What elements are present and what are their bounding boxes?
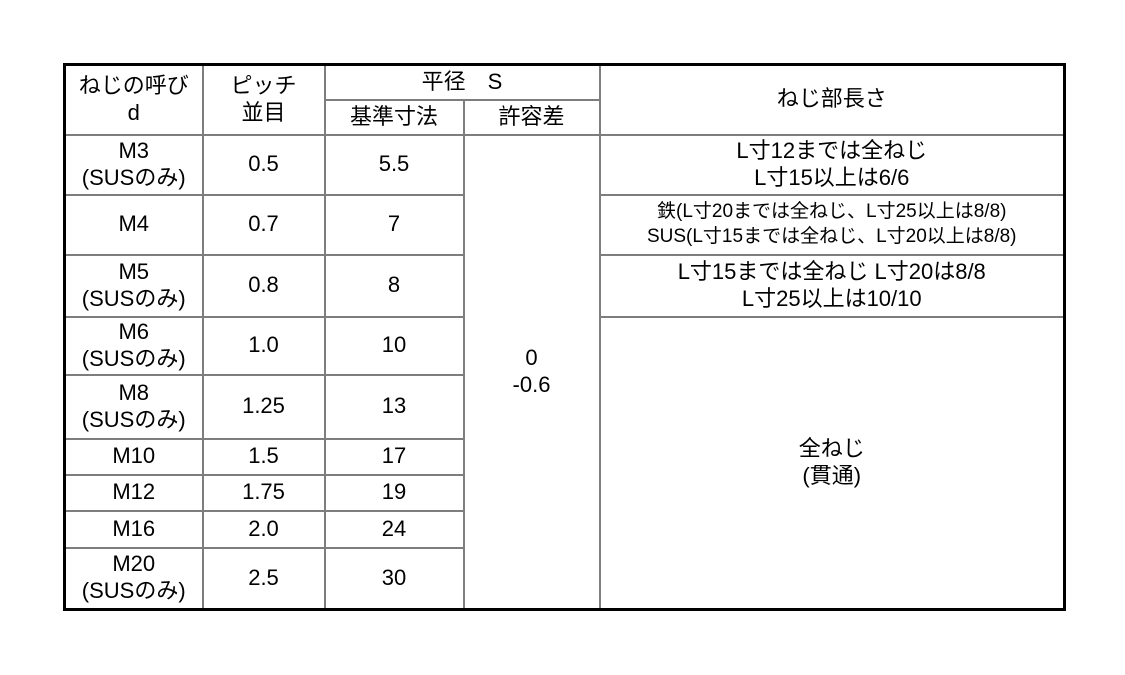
cell-m12-name: M12 xyxy=(63,473,204,512)
header-width-s-label: 平径 S xyxy=(323,63,601,101)
cell-m10-pitch: 1.5 xyxy=(201,437,326,476)
cell-m6-basic: 10 xyxy=(323,315,465,376)
cell-m5-pitch: 0.8 xyxy=(201,253,326,318)
screw-spec-table: ねじの呼び d ピッチ 並目 平径 S ねじ部長さ 基準寸法 許容差 M3 (S… xyxy=(63,63,1066,611)
cell-m6-pitch: 1.0 xyxy=(201,315,326,376)
cell-m8-pitch: 1.25 xyxy=(201,373,326,440)
cell-m8-basic: 13 xyxy=(323,373,465,440)
table-row-m6: M6 (SUSのみ) 1.0 10 全ねじ (貫通) xyxy=(63,315,1066,611)
header-row-1: ねじの呼び d ピッチ 並目 平径 S ねじ部長さ xyxy=(63,63,1066,136)
cell-m16-basic: 24 xyxy=(323,509,465,549)
cell-m5-name: M5 (SUSのみ) xyxy=(63,253,204,318)
cell-m12-pitch: 1.75 xyxy=(201,473,326,512)
cell-m20-basic: 30 xyxy=(323,546,465,611)
cell-m20-name: M20 (SUSのみ) xyxy=(63,546,204,611)
cell-m16-pitch: 2.0 xyxy=(201,509,326,549)
cell-m16-name: M16 xyxy=(63,509,204,549)
cell-m20-pitch: 2.5 xyxy=(201,546,326,611)
header-length-label: ねじ部長さ xyxy=(598,63,1066,136)
cell-m8-name: M8 (SUSのみ) xyxy=(63,373,204,440)
table-row-m5: M5 (SUSのみ) 0.8 8 L寸15までは全ねじ L寸20は8/8 L寸2… xyxy=(63,253,1066,318)
cell-m6-name: M6 (SUSのみ) xyxy=(63,315,204,376)
cell-tolerance-merged: 0 -0.6 xyxy=(462,133,601,611)
header-row-2: 基準寸法 許容差 xyxy=(65,98,1065,136)
table-row-m3: M3 (SUSのみ) 0.5 5.5 0 -0.6 L寸12までは全ねじ L寸1… xyxy=(63,133,1066,611)
cell-m3-length: L寸12までは全ねじ L寸15以上は6/6 xyxy=(598,133,1066,196)
cell-m10-basic: 17 xyxy=(323,437,465,476)
cell-m3-basic: 5.5 xyxy=(323,133,465,196)
header-thread-label: ねじの呼び d xyxy=(63,63,204,136)
header-pitch-label: ピッチ 並目 xyxy=(201,63,326,136)
table-row-m10: M10 1.5 17 xyxy=(63,437,1065,476)
cell-m4-pitch: 0.7 xyxy=(201,193,326,256)
table-row-m4: M4 0.7 7 鉄(L寸20までは全ねじ、L寸25以上は8/8) SUS(L寸… xyxy=(63,193,1066,256)
cell-m3-name: M3 (SUSのみ) xyxy=(63,133,204,196)
cell-m5-basic: 8 xyxy=(323,253,465,318)
cell-m3-pitch: 0.5 xyxy=(201,133,326,196)
cell-m4-name: M4 xyxy=(63,193,204,256)
table-row-m12: M12 1.75 19 xyxy=(63,473,1065,512)
table-row-m20: M20 (SUSのみ) 2.5 30 xyxy=(63,546,1065,611)
cell-m10-name: M10 xyxy=(63,437,204,476)
cell-length-merged: 全ねじ (貫通) xyxy=(598,315,1066,611)
cell-m5-length: L寸15までは全ねじ L寸20は8/8 L寸25以上は10/10 xyxy=(598,253,1066,318)
table-row-m8: M8 (SUSのみ) 1.25 13 xyxy=(63,373,1065,440)
cell-m4-length: 鉄(L寸20までは全ねじ、L寸25以上は8/8) SUS(L寸15までは全ねじ、… xyxy=(598,193,1066,256)
table-row-m16: M16 2.0 24 xyxy=(63,509,1065,549)
cell-m12-basic: 19 xyxy=(323,473,465,512)
cell-m4-basic: 7 xyxy=(323,193,465,256)
header-tolerance-label: 許容差 xyxy=(462,98,601,136)
header-basic-label: 基準寸法 xyxy=(323,98,465,136)
